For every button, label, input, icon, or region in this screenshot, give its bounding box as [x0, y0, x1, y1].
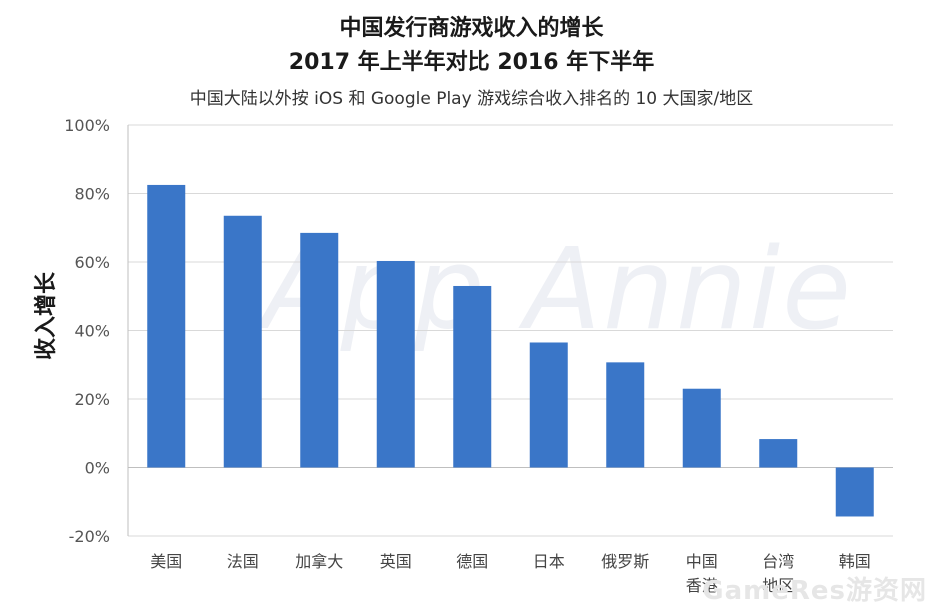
bar — [376, 260, 415, 468]
x-tick-label: 美国 — [150, 552, 182, 571]
y-tick-label: 0% — [85, 459, 110, 478]
bar — [682, 388, 721, 468]
chart-title-line2: 2017 年上半年对比 2016 年下半年 — [288, 50, 655, 75]
x-tick-label: 俄罗斯 — [601, 552, 649, 571]
y-tick-label: -20% — [69, 527, 110, 546]
bar — [147, 184, 186, 468]
x-tick-label: 英国 — [380, 552, 412, 571]
x-tick-label: 中国 — [686, 552, 718, 571]
x-tick-label: 地区 — [762, 576, 794, 595]
bar — [606, 362, 645, 468]
bar — [223, 215, 262, 468]
y-tick-label: 40% — [74, 322, 110, 341]
gameres-watermark: GameRes游资网 — [702, 576, 927, 606]
bar — [453, 285, 492, 468]
x-tick-label: 台湾 — [762, 552, 794, 571]
x-tick-label: 德国 — [456, 552, 488, 571]
chart-title-line1: 中国发行商游戏收入的增长 — [339, 16, 604, 41]
x-tick-label: 日本 — [533, 552, 565, 571]
bar — [300, 232, 339, 468]
x-tick-label: 香港 — [686, 576, 718, 595]
x-tick-label: 加拿大 — [295, 552, 343, 571]
y-tick-label: 100% — [64, 116, 110, 135]
x-tick-label: 韩国 — [839, 552, 871, 571]
bar — [759, 439, 798, 468]
x-tick-label: 法国 — [227, 552, 259, 571]
bar — [835, 467, 874, 517]
bar — [529, 342, 568, 468]
y-tick-label: 20% — [74, 390, 110, 409]
y-tick-label: 60% — [74, 253, 110, 272]
y-tick-label: 80% — [74, 185, 110, 204]
chart-subtitle: 中国大陆以外按 iOS 和 Google Play 游戏综合收入排名的 10 大… — [189, 89, 754, 109]
